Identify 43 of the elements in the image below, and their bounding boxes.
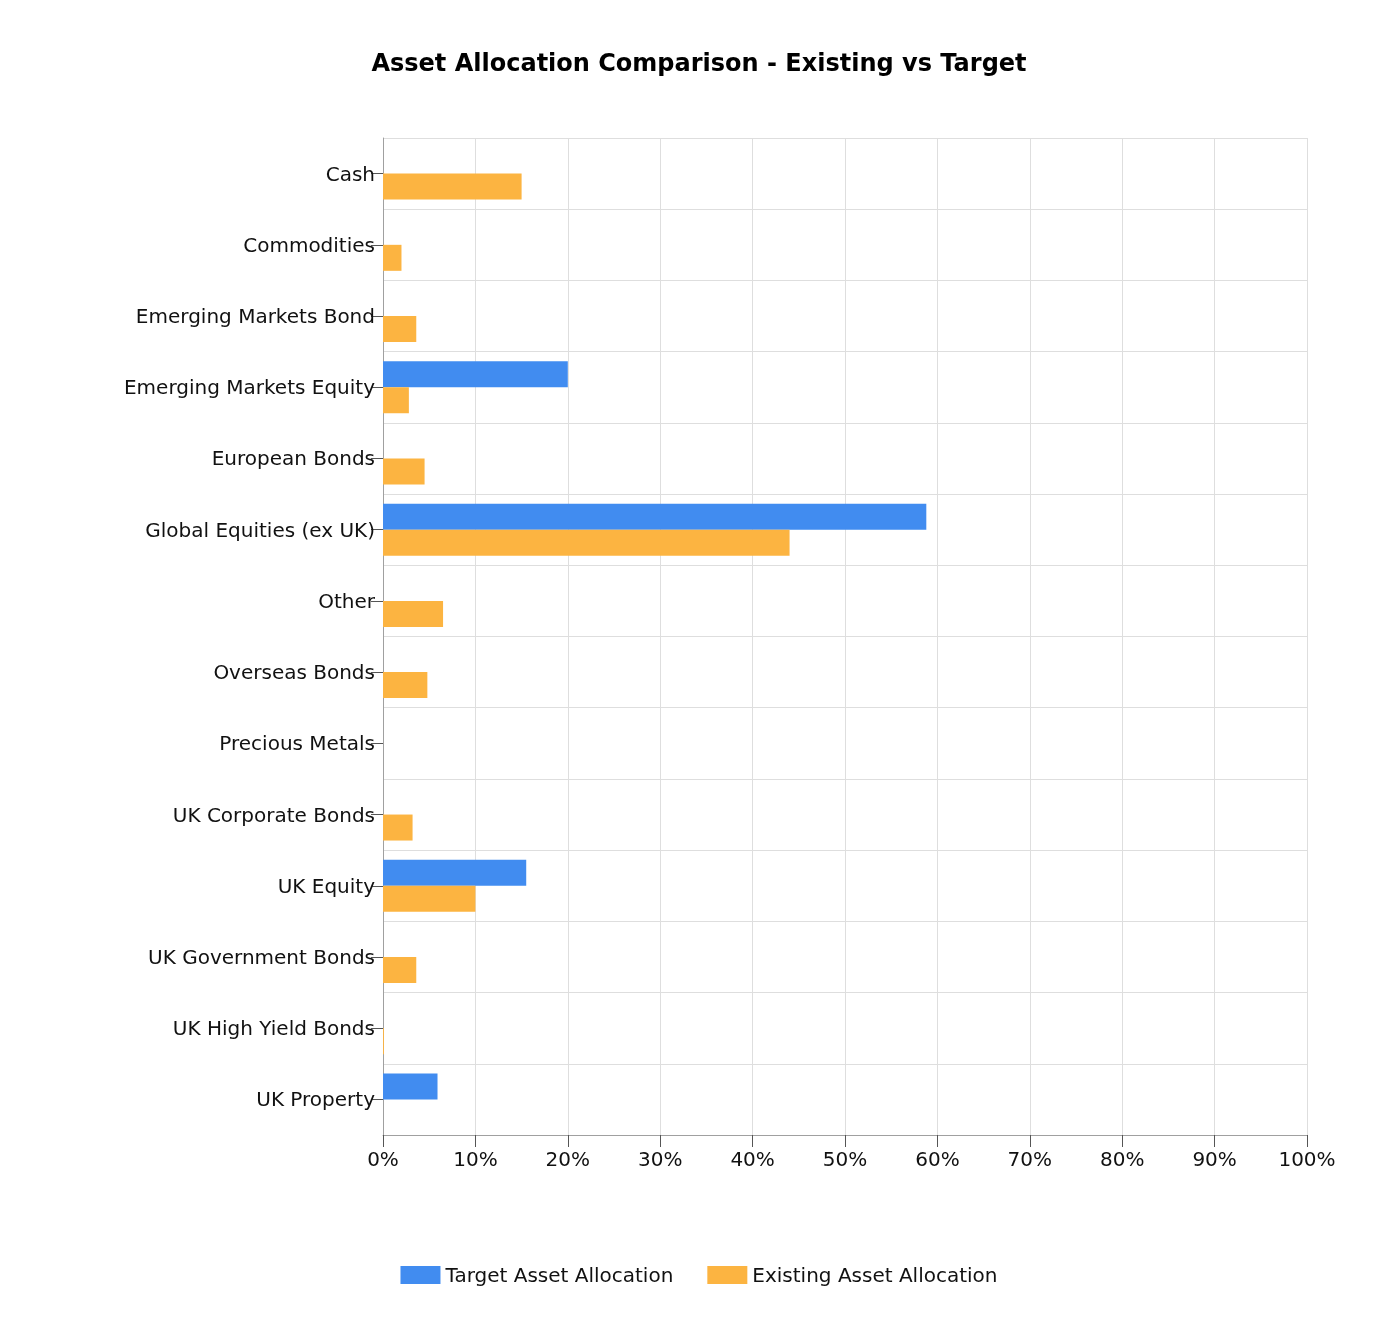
x-tick-label: 80%	[1099, 1147, 1145, 1171]
bar	[383, 859, 527, 886]
y-tick-label: UK Government Bonds	[148, 944, 375, 969]
bar	[383, 173, 522, 200]
y-tick-label: Precious Metals	[219, 731, 375, 756]
bar	[383, 387, 409, 414]
x-tick-label: 0%	[367, 1147, 399, 1171]
bar	[383, 600, 444, 627]
y-tick-label: Emerging Markets Equity	[123, 375, 376, 400]
bar	[383, 1073, 438, 1100]
bar	[383, 814, 413, 841]
y-tick-label: UK High Yield Bonds	[172, 1016, 375, 1041]
y-tick-label: Overseas Bonds	[213, 660, 375, 685]
bar	[383, 244, 402, 271]
bar	[383, 458, 425, 485]
x-tick-label: 100%	[1278, 1147, 1336, 1171]
bar	[383, 885, 476, 912]
x-tick-label: 40%	[730, 1147, 775, 1171]
x-tick-label: 30%	[637, 1147, 683, 1171]
x-tick-label: 70%	[1007, 1147, 1053, 1171]
x-tick-label: 50%	[822, 1147, 868, 1171]
bar	[383, 503, 927, 530]
x-tick-label: 90%	[1192, 1147, 1237, 1171]
y-tick-label: Emerging Markets Bond	[135, 304, 375, 329]
bar	[383, 956, 417, 983]
y-tick-label: Commodities	[243, 232, 375, 257]
y-tick-label: UK Property	[256, 1087, 376, 1112]
y-tick-label: Cash	[325, 161, 375, 186]
x-tick-label: 20%	[545, 1147, 591, 1171]
bar	[383, 361, 568, 388]
chart-title: Asset Allocation Comparison - Existing vs Target	[371, 49, 1027, 77]
x-tick-label: 10%	[453, 1147, 498, 1171]
y-tick-label: Other	[318, 588, 376, 613]
bar	[383, 529, 790, 556]
legend-label: Target Asset Allocation	[444, 1263, 674, 1287]
bar	[383, 672, 428, 699]
bar	[383, 316, 417, 343]
y-tick-label: Global Equities (ex UK)	[145, 517, 375, 542]
x-tick-label: 60%	[915, 1147, 960, 1171]
y-tick-label: European Bonds	[211, 446, 375, 471]
y-tick-label: UK Corporate Bonds	[172, 802, 375, 827]
y-tick-label: UK Equity	[277, 873, 376, 898]
legend-label: Existing Asset Allocation	[752, 1263, 998, 1287]
